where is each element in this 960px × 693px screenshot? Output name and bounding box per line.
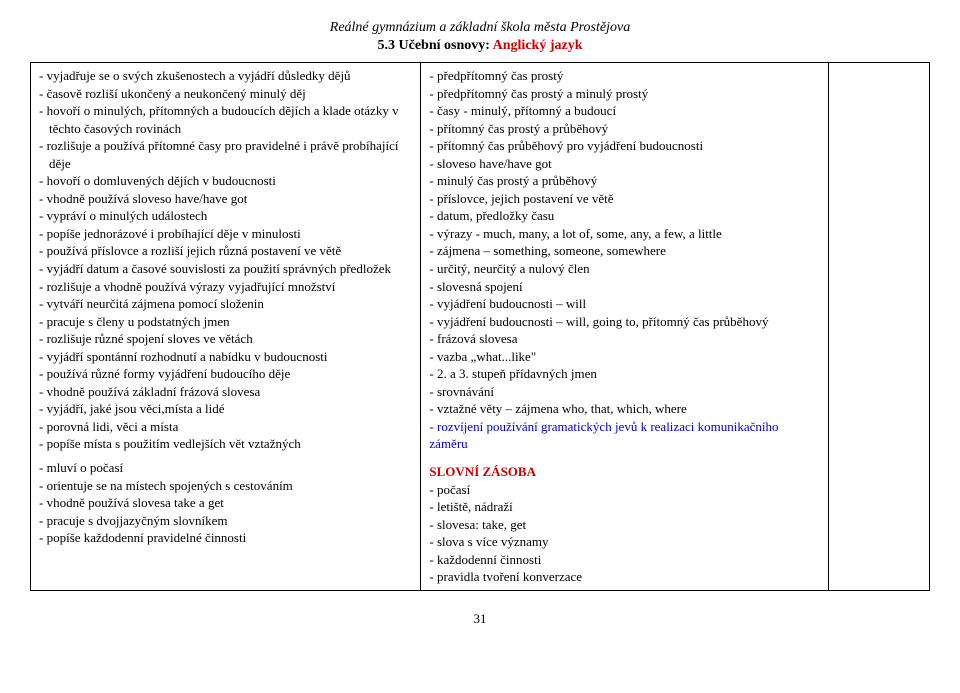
list-item: - příslovce, jejich postavení ve větě	[429, 190, 819, 208]
list-item: - vyjádření budoucnosti – will, going to…	[429, 313, 819, 331]
list-item: - hovoří o minulých, přítomných a budouc…	[39, 102, 412, 137]
column-content: - předpřítomný čas prostý- předpřítomný …	[421, 63, 828, 591]
list-item: - přítomný čas průběhový pro vyjádření b…	[429, 137, 819, 155]
list-item: - vyjádření budoucnosti – will	[429, 295, 819, 313]
list-item: - předpřítomný čas prostý	[429, 67, 819, 85]
list-item: - popíše místa s použitím vedlejších vět…	[39, 435, 412, 453]
list-item: - vztažné věty – zájmena who, that, whic…	[429, 400, 819, 418]
list-item: - popíše jednorázové i probíhající děje …	[39, 225, 412, 243]
list-item: - časově rozliší ukončený a neukončený m…	[39, 85, 412, 103]
list-item: - slovesa: take, get	[429, 516, 819, 534]
list-item: - minulý čas prostý a průběhový	[429, 172, 819, 190]
list-item: - hovoří o domluvených dějích v budoucno…	[39, 172, 412, 190]
list-item: - předpřítomný čas prostý a minulý prost…	[429, 85, 819, 103]
page-subheader: 5.3 Učební osnovy: Anglický jazyk	[30, 38, 930, 54]
list-item: - vytváří neurčitá zájmena pomocí složen…	[39, 295, 412, 313]
list-item: - vyjádří datum a časové souvislosti za …	[39, 260, 412, 278]
list-item: - používá příslovce a rozliší jejich růz…	[39, 242, 412, 260]
list-item: - slovesná spojení	[429, 278, 819, 296]
page-number: 31	[30, 611, 930, 627]
list-item: - pravidla tvoření konverzace	[429, 568, 819, 586]
list-item: - rozlišuje a používá přítomné časy pro …	[39, 137, 412, 172]
list-item: - výrazy - much, many, a lot of, some, a…	[429, 225, 819, 243]
list-item: - vyjádří, jaké jsou věci,místa a lidé	[39, 400, 412, 418]
list-item: - frázová slovesa	[429, 330, 819, 348]
list-item: - každodenní činnosti	[429, 551, 819, 569]
list-item: - rozlišuje a vhodně používá výrazy vyja…	[39, 278, 412, 296]
list-item: - vhodně používá základní frázová sloves…	[39, 383, 412, 401]
list-item: - porovná lidi, věci a místa	[39, 418, 412, 436]
list-item: - pracuje s dvojjazyčným slovníkem	[39, 512, 412, 530]
list-item: - přítomný čas prostý a průběhový	[429, 120, 819, 138]
list-item: - orientuje se na místech spojených s ce…	[39, 477, 412, 495]
list-item: - počasí	[429, 481, 819, 499]
vocab-heading: SLOVNÍ ZÁSOBA	[429, 463, 819, 481]
list-item: - pracuje s členy u podstatných jmen	[39, 313, 412, 331]
subheader-subject: Anglický jazyk	[493, 38, 583, 53]
list-item: - zájmena – something, someone, somewher…	[429, 242, 819, 260]
column-outcomes: - vyjadřuje se o svých zkušenostech a vy…	[31, 63, 421, 591]
column-empty	[828, 63, 929, 591]
list-item: - vazba „what...like"	[429, 348, 819, 366]
list-item: - vhodně používá sloveso have/have got	[39, 190, 412, 208]
subheader-label: 5.3 Učební osnovy:	[378, 38, 493, 53]
list-item: - sloveso have/have got	[429, 155, 819, 173]
page-header: Reálné gymnázium a základní škola města …	[30, 20, 930, 36]
list-item: - popíše každodenní pravidelné činnosti	[39, 529, 412, 547]
list-item: - mluví o počasí	[39, 459, 412, 477]
list-item: - vyjádří spontánní rozhodnutí a nabídku…	[39, 348, 412, 366]
list-item: - datum, předložky času	[429, 207, 819, 225]
list-item: - letiště, nádraží	[429, 498, 819, 516]
list-item: - srovnávání	[429, 383, 819, 401]
list-item: - slova s více významy	[429, 533, 819, 551]
blue-note: - rozvíjení používání gramatických jevů …	[429, 418, 819, 453]
curriculum-table: - vyjadřuje se o svých zkušenostech a vy…	[30, 62, 930, 591]
list-item: - rozlišuje různé spojení sloves ve větá…	[39, 330, 412, 348]
list-item: - používá různé formy vyjádření budoucíh…	[39, 365, 412, 383]
list-item: - určitý, neurčitý a nulový člen	[429, 260, 819, 278]
list-item: - 2. a 3. stupeň přídavných jmen	[429, 365, 819, 383]
list-item: - časy - minulý, přítomný a budoucí	[429, 102, 819, 120]
list-item: - vyjadřuje se o svých zkušenostech a vy…	[39, 67, 412, 85]
list-item: - vhodně používá slovesa take a get	[39, 494, 412, 512]
list-item: - vypráví o minulých událostech	[39, 207, 412, 225]
